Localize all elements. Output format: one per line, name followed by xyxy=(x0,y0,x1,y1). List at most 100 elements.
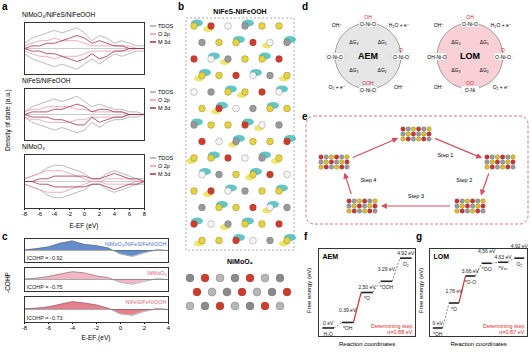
svg-text:a: a xyxy=(2,1,8,12)
svg-text:OH⁻: OH⁻ xyxy=(332,22,343,28)
svg-text:ΔG₃: ΔG₃ xyxy=(451,67,460,73)
svg-text:TDOS: TDOS xyxy=(158,23,174,29)
svg-text:O-Ni-O: O-Ni-O xyxy=(327,54,343,60)
svg-text:6: 6 xyxy=(128,211,132,217)
svg-text:d: d xyxy=(302,1,308,12)
svg-text:Step 3: Step 3 xyxy=(408,193,424,199)
svg-text:OH: OH xyxy=(466,14,474,20)
svg-text:OH⁻: OH⁻ xyxy=(434,22,445,28)
svg-text:Determining stepη=0.87 eV: Determining stepη=0.87 eV xyxy=(483,323,525,335)
svg-text:4.92 eV: 4.92 eV xyxy=(511,243,529,249)
svg-text:ΔG₄: ΔG₄ xyxy=(349,39,358,45)
svg-text:0: 0 xyxy=(83,211,87,217)
svg-text:H₂O: H₂O xyxy=(323,331,333,337)
svg-text:TDOS: TDOS xyxy=(158,89,174,95)
svg-text:ΔG₂: ΔG₂ xyxy=(480,67,489,73)
svg-text:ΔG₄: ΔG₄ xyxy=(451,39,460,45)
svg-text:3.66 eV: 3.66 eV xyxy=(462,268,480,274)
svg-text:O₂: O₂ xyxy=(516,261,522,267)
svg-text:LOM: LOM xyxy=(434,253,450,260)
svg-text:O: O xyxy=(501,47,505,53)
svg-text:O-Ni-O: O-Ni-O xyxy=(360,87,376,93)
svg-text:O-Ni: O-Ni xyxy=(465,87,475,93)
svg-text:*O: *O xyxy=(451,306,457,312)
svg-text:ICOHP = -0.75: ICOHP = -0.75 xyxy=(27,284,63,290)
svg-text:4.63 eV: 4.63 eV xyxy=(494,254,512,260)
svg-text:0 eV: 0 eV xyxy=(323,320,334,326)
svg-text:H₂O + e⁻: H₂O + e⁻ xyxy=(389,22,410,28)
svg-text:*OOH: *OOH xyxy=(380,284,394,290)
svg-text:2: 2 xyxy=(143,325,147,331)
svg-text:*O: *O xyxy=(364,295,370,301)
svg-text:Determining stepη=0.88 eV: Determining stepη=0.88 eV xyxy=(371,323,413,335)
svg-text:1.76 eV: 1.76 eV xyxy=(445,288,463,294)
svg-text:O-Ni-O: O-Ni-O xyxy=(360,21,376,27)
svg-text:LOM: LOM xyxy=(460,51,480,61)
svg-text:O 2p: O 2p xyxy=(158,163,170,169)
svg-text:O₂ + e⁻: O₂ + e⁻ xyxy=(493,84,510,90)
svg-text:O₂: O₂ xyxy=(403,261,409,267)
svg-text:NiMoO₄: NiMoO₄ xyxy=(227,258,253,265)
svg-text:ICOHP = -0.92: ICOHP = -0.92 xyxy=(27,255,63,261)
svg-text:*O-O: *O-O xyxy=(465,279,477,285)
svg-text:b: b xyxy=(178,1,184,12)
svg-text:4: 4 xyxy=(167,325,171,331)
svg-text:O-Ni-O: O-Ni-O xyxy=(393,54,409,60)
svg-text:NiMoO₄/NiFeS/FeNiOOH: NiMoO₄/NiFeS/FeNiOOH xyxy=(105,241,167,247)
svg-text:OH: OH xyxy=(364,14,372,20)
svg-text:AEM: AEM xyxy=(323,253,339,260)
svg-text:*OH: *OH xyxy=(343,325,353,331)
svg-text:-4: -4 xyxy=(70,325,76,331)
svg-text:-8: -8 xyxy=(22,325,28,331)
svg-text:Step 2: Step 2 xyxy=(456,177,472,183)
svg-text:O 2p: O 2p xyxy=(158,97,170,103)
svg-text:NiMoO₄: NiMoO₄ xyxy=(147,270,167,276)
svg-text:*OH: *OH xyxy=(433,331,443,337)
svg-text:NiFeS-NiFeOOH: NiFeS-NiFeOOH xyxy=(213,8,266,15)
svg-text:-6: -6 xyxy=(46,325,52,331)
svg-text:0.39 eV: 0.39 eV xyxy=(339,307,357,313)
svg-text:Step 1: Step 1 xyxy=(437,152,453,158)
svg-text:O₂ + e⁻: O₂ + e⁻ xyxy=(328,84,345,90)
svg-text:2.50 eV: 2.50 eV xyxy=(358,284,376,290)
svg-text:NiFeS/FeNiOOH: NiFeS/FeNiOOH xyxy=(126,299,167,305)
svg-text:-4: -4 xyxy=(52,211,58,217)
svg-text:0 eV: 0 eV xyxy=(433,320,444,326)
svg-text:H₂O + e⁻: H₂O + e⁻ xyxy=(491,22,512,28)
svg-text:AEM: AEM xyxy=(358,51,378,61)
svg-text:M 3d: M 3d xyxy=(158,105,170,111)
svg-text:4: 4 xyxy=(113,211,117,217)
svg-text:O-Ni-O: O-Ni-O xyxy=(462,21,478,27)
svg-text:8: 8 xyxy=(143,211,147,217)
svg-text:TDOS: TDOS xyxy=(158,155,174,161)
svg-text:c: c xyxy=(2,231,8,242)
svg-text:-8: -8 xyxy=(22,211,28,217)
svg-text:f: f xyxy=(304,231,308,242)
svg-text:-2: -2 xyxy=(67,211,73,217)
svg-text:OH⁻: OH⁻ xyxy=(394,84,405,90)
svg-text:O-Ni-O: O-Ni-O xyxy=(495,54,511,60)
svg-text:OOH: OOH xyxy=(362,80,374,86)
svg-text:O 2p: O 2p xyxy=(158,31,170,37)
svg-text:2: 2 xyxy=(98,211,102,217)
svg-text:M 3d: M 3d xyxy=(158,171,170,177)
svg-text:0: 0 xyxy=(119,325,123,331)
svg-text:g: g xyxy=(416,231,422,242)
svg-text:O: O xyxy=(399,47,403,53)
svg-text:ΔG₂: ΔG₂ xyxy=(378,67,387,73)
svg-text:M 3d: M 3d xyxy=(158,39,170,45)
svg-text:ΔG₁: ΔG₁ xyxy=(480,39,489,45)
svg-text:OO: OO xyxy=(466,80,474,86)
svg-text:ΔG₃: ΔG₃ xyxy=(349,67,358,73)
svg-text:OH-Ni-O: OH-Ni-O xyxy=(427,54,447,60)
svg-text:Step 4: Step 4 xyxy=(360,177,376,183)
svg-text:3.29 eV: 3.29 eV xyxy=(378,266,396,272)
svg-text:-2: -2 xyxy=(94,325,100,331)
svg-text:-6: -6 xyxy=(37,211,43,217)
svg-text:4.92 eV: 4.92 eV xyxy=(397,250,415,256)
svg-text:*OO: *OO xyxy=(482,266,492,272)
svg-text:ICOHP = -0.73: ICOHP = -0.73 xyxy=(27,315,63,321)
svg-text:*Vₒₕ: *Vₒₕ xyxy=(498,265,507,271)
svg-text:OH⁻: OH⁻ xyxy=(434,84,445,90)
svg-text:ΔG₁: ΔG₁ xyxy=(378,39,387,45)
